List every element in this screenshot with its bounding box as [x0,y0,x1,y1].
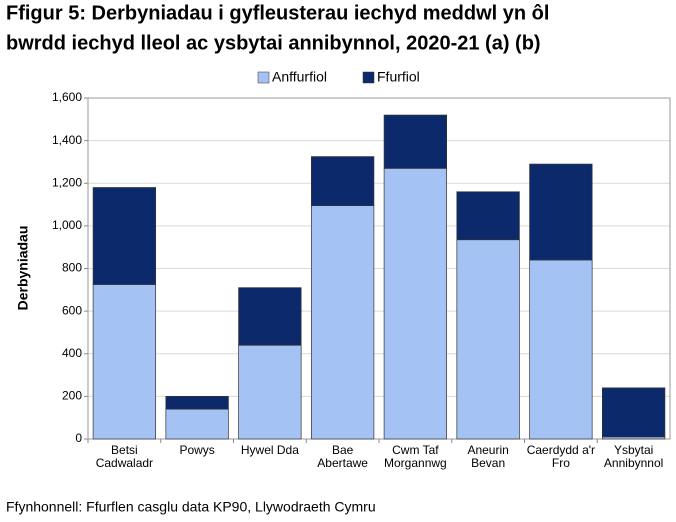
x-tick-label: Aneurin [467,443,508,457]
y-tick-label: 0 [75,431,82,445]
bar-segment [92,187,157,285]
x-tick-label: Morgannwg [384,456,447,470]
source-note: Ffynhonnell: Ffurflen casglu data KP90, … [6,499,376,515]
bar-segment [92,284,157,440]
bar-segment [529,163,593,261]
y-tick-label: 1,000 [52,218,82,232]
x-tick-label: Hywel Dda [241,443,299,457]
y-tick-label: 400 [62,346,82,360]
x-tick-label: Annibynnol [604,456,663,470]
bar-segment [238,287,302,346]
x-tick-label: Ysbytai [614,443,653,457]
x-tick-label: Cadwaladr [96,456,153,470]
y-axis-label: Derbyniadau [15,226,31,311]
x-tick-label: Betsi [111,443,138,457]
bar-segment [456,239,520,440]
y-tick-label: 200 [62,389,82,403]
x-tick-label: Powys [179,443,214,457]
x-tick-label: Bae [332,443,354,457]
bar-segment [310,156,375,206]
bar-segment [601,387,666,438]
chart-title: Ffigur 5: Derbyniadau i gyfleusterau iec… [6,2,549,24]
bar-segment [310,205,375,440]
y-tick-label: 1,200 [52,175,82,189]
bar-segment [529,259,593,440]
x-tick-label: Cwm Taf [392,443,439,457]
y-tick-label: 1,400 [52,133,82,147]
y-tick-label: 1,600 [52,90,82,104]
x-tick-label: Bevan [471,456,505,470]
y-tick-label: 600 [62,303,82,317]
x-tick-label: Fro [552,456,570,470]
chart-title: bwrdd iechyd lleol ac ysbytai annibynnol… [6,32,541,54]
bar-segment [165,396,229,410]
legend-label: Anffurfiol [272,69,327,85]
bar-segment [165,408,229,440]
x-tick-label: Abertawe [317,456,368,470]
legend-label: Ffurfiol [377,69,420,85]
legend-swatch [257,71,270,84]
bar-segment [383,167,448,440]
x-tick-label: Caerdydd a'r [527,443,595,457]
bar-segment [456,191,520,241]
legend-swatch [362,71,375,84]
y-tick-label: 800 [62,261,82,275]
bar-segment [238,344,302,440]
bar-segment [383,114,448,169]
